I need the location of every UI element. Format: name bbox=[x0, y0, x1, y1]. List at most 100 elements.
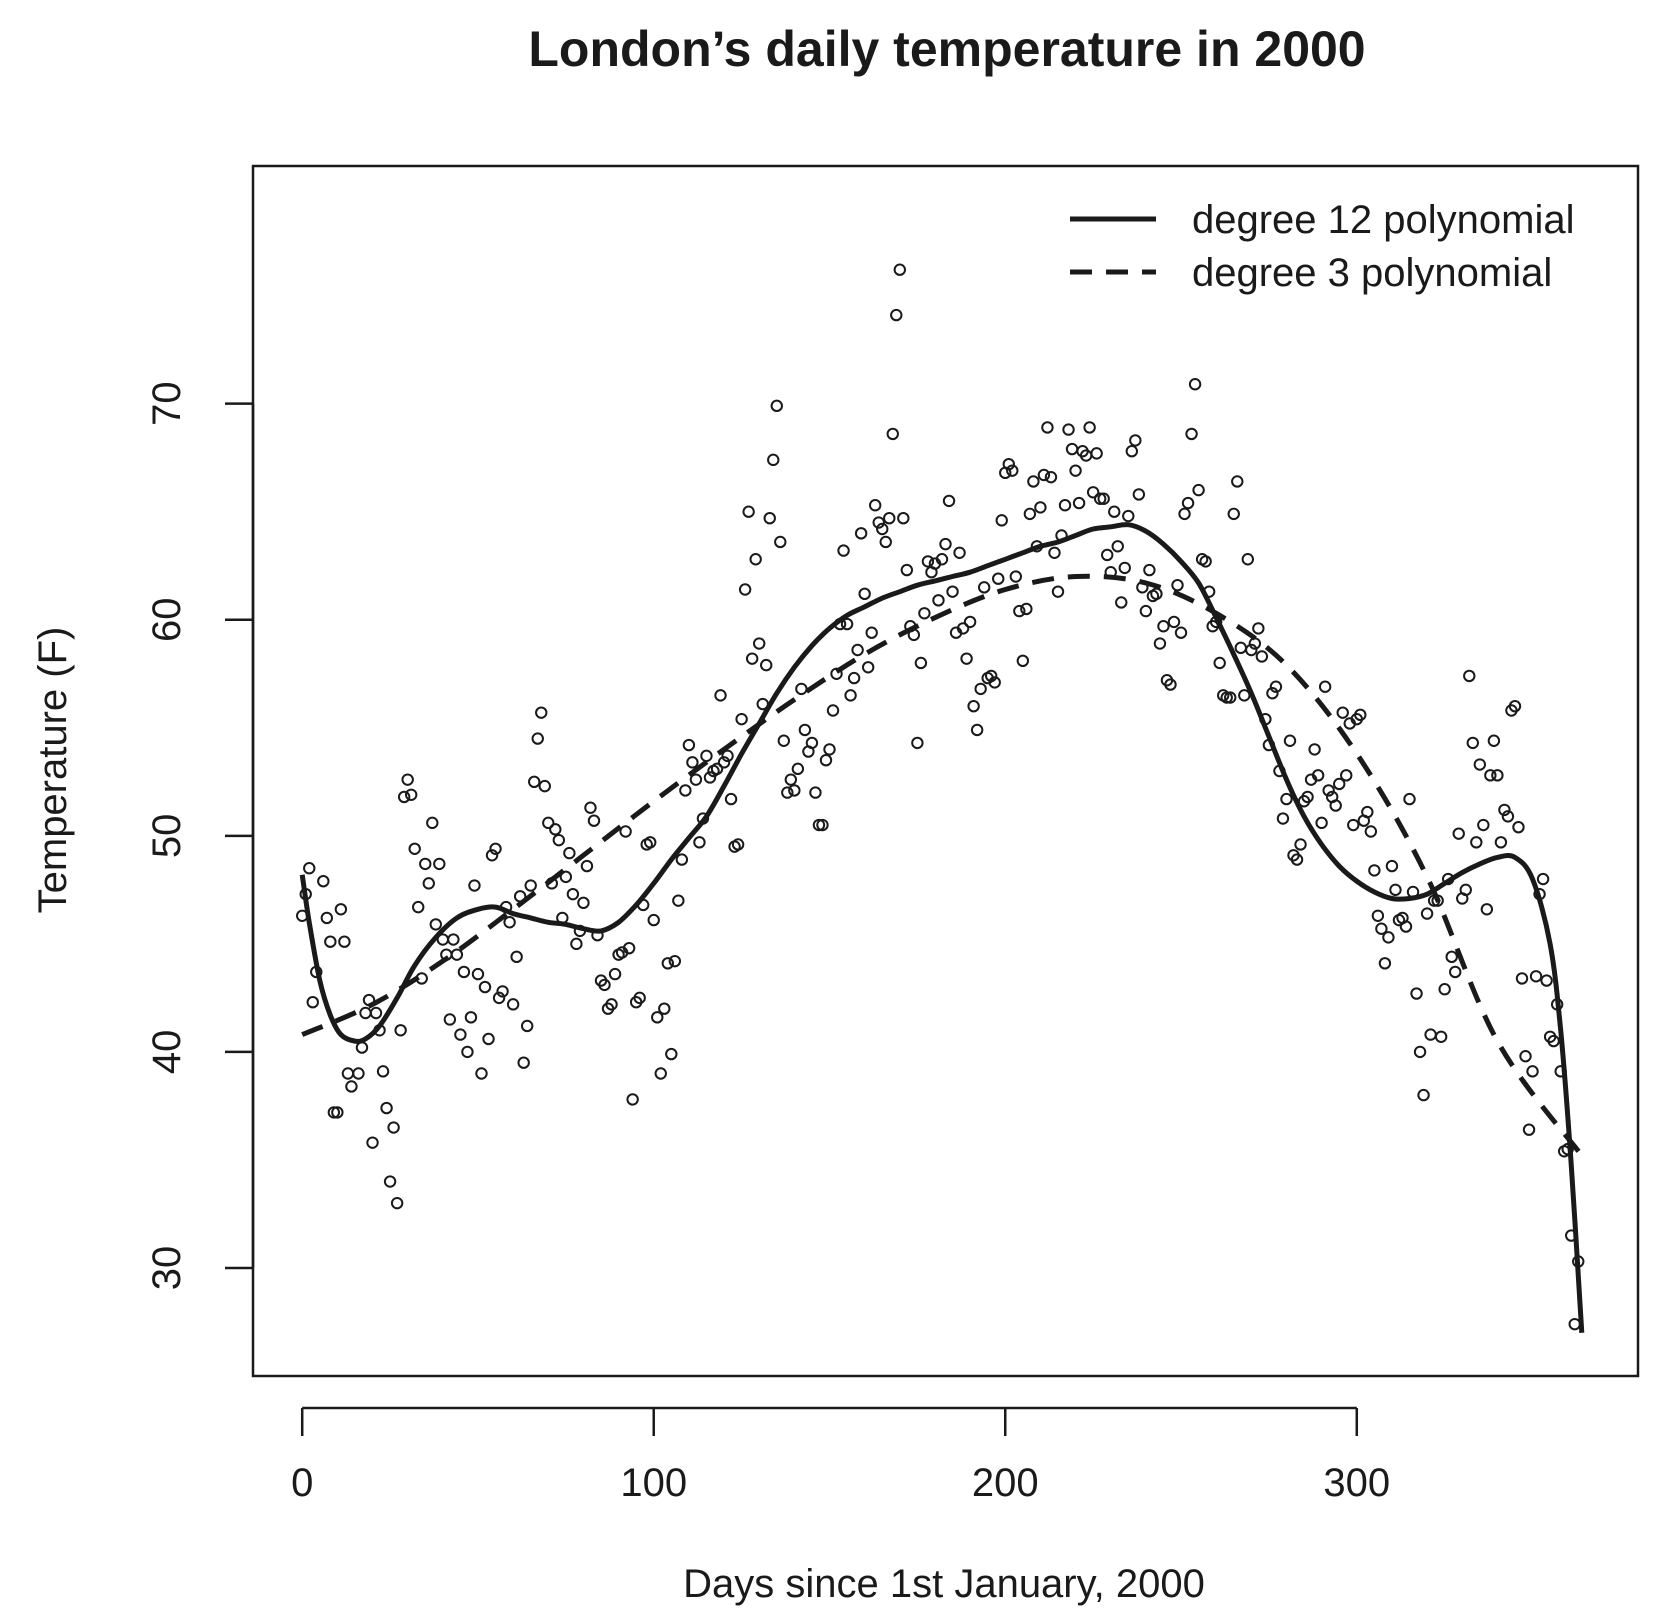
data-point bbox=[809, 786, 822, 799]
data-point bbox=[1006, 464, 1019, 477]
y-tick-label: 70 bbox=[145, 381, 189, 426]
data-point bbox=[1568, 1317, 1581, 1331]
data-point bbox=[559, 870, 573, 884]
data-point bbox=[960, 652, 973, 665]
data-point bbox=[714, 689, 727, 702]
data-point bbox=[1108, 505, 1121, 518]
data-point bbox=[1153, 637, 1167, 650]
data-point bbox=[1255, 650, 1269, 663]
legend-label-degree-12: degree 12 polynomial bbox=[1192, 198, 1574, 242]
data-point bbox=[865, 626, 878, 639]
data-point bbox=[788, 784, 801, 797]
data-point bbox=[1125, 445, 1139, 458]
data-point bbox=[1167, 615, 1181, 629]
data-point bbox=[1164, 678, 1177, 691]
data-point bbox=[528, 775, 541, 789]
data-point bbox=[1459, 883, 1472, 897]
x-tick-label: 0 bbox=[291, 1461, 313, 1505]
data-point bbox=[1501, 810, 1515, 823]
data-point bbox=[1224, 691, 1237, 704]
data-point bbox=[538, 779, 551, 793]
legend-label-degree-3: degree 3 polynomial bbox=[1192, 251, 1552, 295]
data-point bbox=[1101, 548, 1114, 562]
data-point bbox=[303, 862, 316, 875]
data-point bbox=[988, 676, 1001, 689]
data-point bbox=[918, 607, 931, 620]
data-point bbox=[485, 849, 499, 862]
data-point bbox=[478, 980, 492, 994]
data-point bbox=[1283, 734, 1297, 747]
data-point bbox=[1139, 604, 1153, 618]
data-point bbox=[872, 516, 885, 529]
data-point bbox=[1329, 799, 1342, 812]
data-point bbox=[644, 836, 657, 849]
data-point bbox=[1111, 540, 1124, 553]
data-point bbox=[721, 749, 734, 763]
data-point bbox=[946, 585, 959, 598]
data-point bbox=[419, 857, 432, 871]
data-point bbox=[549, 823, 562, 836]
data-point bbox=[1093, 492, 1107, 505]
data-point bbox=[1132, 488, 1146, 501]
data-point bbox=[932, 594, 945, 607]
data-point bbox=[626, 1093, 639, 1106]
data-point bbox=[1294, 838, 1307, 851]
data-point bbox=[404, 788, 418, 801]
data-point bbox=[1368, 864, 1381, 877]
data-point bbox=[1529, 970, 1543, 983]
curve-degree-12 bbox=[299, 522, 1585, 1333]
data-point bbox=[520, 1019, 534, 1033]
data-point bbox=[563, 846, 576, 860]
data-point bbox=[506, 998, 520, 1011]
data-point bbox=[1371, 909, 1385, 922]
data-points bbox=[296, 263, 1585, 1331]
data-point bbox=[939, 537, 952, 551]
data-point bbox=[1178, 507, 1191, 521]
data-point bbox=[693, 836, 706, 849]
data-point bbox=[1027, 475, 1040, 488]
data-point bbox=[1487, 734, 1501, 747]
data-point bbox=[461, 1045, 474, 1059]
data-point bbox=[338, 935, 351, 948]
y-tick-label: 40 bbox=[145, 1030, 189, 1075]
data-point bbox=[468, 879, 481, 892]
data-point bbox=[710, 762, 724, 776]
data-point bbox=[837, 544, 850, 557]
data-point bbox=[1449, 965, 1462, 979]
data-point bbox=[1072, 496, 1086, 510]
data-point bbox=[724, 792, 738, 806]
data-point bbox=[668, 954, 682, 968]
data-point bbox=[1150, 587, 1163, 601]
data-point bbox=[1340, 769, 1353, 782]
data-point bbox=[482, 1032, 495, 1046]
data-point bbox=[686, 756, 699, 769]
data-point bbox=[1477, 818, 1490, 832]
data-point bbox=[1378, 957, 1392, 970]
data-point bbox=[647, 913, 660, 927]
data-point bbox=[580, 859, 594, 873]
data-point bbox=[784, 773, 798, 786]
data-point bbox=[984, 669, 998, 683]
data-point bbox=[658, 1002, 671, 1015]
data-point bbox=[496, 985, 509, 998]
data-point bbox=[738, 583, 752, 596]
data-point bbox=[1157, 620, 1170, 633]
data-point bbox=[956, 622, 970, 635]
data-point bbox=[380, 1101, 393, 1115]
data-point bbox=[443, 1013, 457, 1026]
data-point bbox=[324, 935, 337, 948]
data-point bbox=[767, 453, 780, 467]
data-point bbox=[1470, 836, 1483, 849]
data-point bbox=[970, 723, 984, 737]
y-tick-label: 30 bbox=[145, 1246, 189, 1291]
data-point bbox=[717, 756, 731, 769]
data-point bbox=[830, 667, 843, 680]
data-point bbox=[1023, 507, 1037, 521]
data-point bbox=[1403, 792, 1416, 806]
data-point bbox=[1231, 475, 1244, 488]
data-point bbox=[408, 842, 421, 855]
y-tick-label: 50 bbox=[145, 814, 189, 859]
data-point bbox=[879, 535, 892, 549]
data-point bbox=[735, 712, 748, 726]
